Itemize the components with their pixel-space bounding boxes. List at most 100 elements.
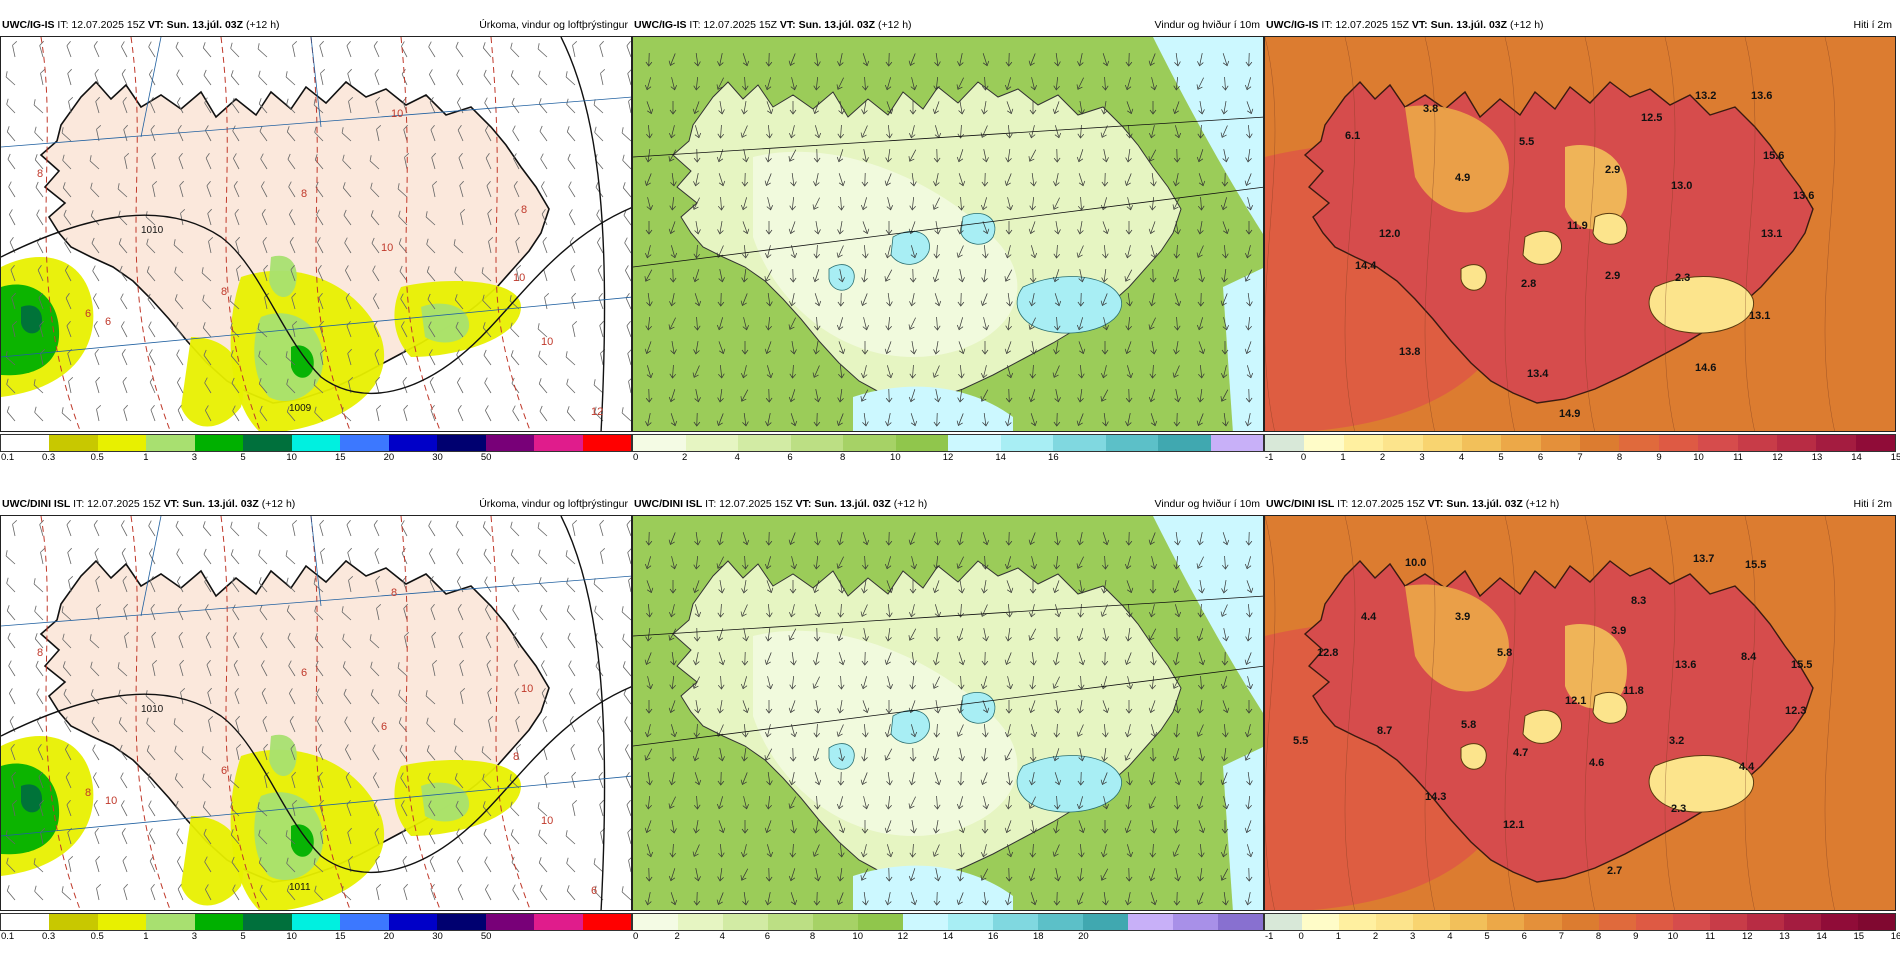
colorbar-tick-label: 0.1 — [1, 452, 14, 463]
temperature-label: 5.8 — [1461, 719, 1476, 731]
colorbar-tick-label: 5 — [1484, 931, 1489, 942]
panel-header-left: UWC/DINI ISL IT: 12.07.2025 15Z VT: Sun.… — [2, 495, 295, 513]
colorbar-tick-label: 6 — [1538, 452, 1543, 463]
colorbar-swatch — [486, 435, 534, 451]
panel-header-left: UWC/IG-IS IT: 12.07.2025 15Z VT: Sun. 13… — [2, 16, 280, 34]
glacier-wind-area — [961, 692, 995, 723]
valid-time: Sun. 13.júl. 03Z — [167, 19, 243, 31]
temperature-label: 8.4 — [1741, 651, 1757, 663]
isotherm-label: 8 — [521, 204, 527, 216]
colorbar-swatch — [1698, 435, 1737, 451]
colorbar-tick-label: 0 — [1299, 931, 1304, 942]
colorbar-swatch — [1211, 435, 1264, 451]
colorbar-tick-label: 11 — [1733, 452, 1743, 463]
colorbar-tick-label: 2 — [1373, 931, 1378, 942]
colorbar-swatch — [1747, 914, 1784, 930]
colorbar-swatch — [858, 914, 903, 930]
colorbar-swatch — [340, 914, 388, 930]
colorbar-swatch — [340, 435, 388, 451]
init-time: IT: 12.07.2025 15Z — [73, 498, 161, 510]
panel-header-left: UWC/DINI ISL IT: 12.07.2025 15Z VT: Sun.… — [1266, 495, 1559, 513]
lead-time: (+12 h) — [878, 19, 912, 31]
colorbar-swatch — [768, 914, 813, 930]
temperature-label: 6.1 — [1345, 130, 1360, 142]
temperature-label: 13.0 — [1671, 180, 1692, 192]
colorbar-swatch — [903, 914, 948, 930]
isotherm-label: 6 — [381, 721, 387, 733]
colorbar-tick-label: 14 — [995, 452, 1006, 463]
panel-precip-dini: UWC/DINI ISL IT: 12.07.2025 15Z VT: Sun.… — [0, 495, 632, 957]
colorbar-tick-label: 16 — [1891, 931, 1900, 942]
colorbar-swatch — [1038, 914, 1083, 930]
model-name: UWC/DINI ISL — [634, 498, 702, 510]
panel-title: Vindur og hviður í 10m — [1155, 495, 1260, 513]
colorbar-swatch — [1821, 914, 1858, 930]
colorbar-swatch — [1599, 914, 1636, 930]
colorbar-swatch — [243, 435, 291, 451]
colorbar-swatch — [292, 914, 340, 930]
colorbar-swatch — [1487, 914, 1524, 930]
temperature-label: 11.8 — [1623, 685, 1644, 697]
model-name: UWC/DINI ISL — [1266, 498, 1334, 510]
colorbar-swatch — [738, 435, 791, 451]
temperature-label: 2.3 — [1675, 272, 1690, 284]
temperature-label: 4.7 — [1513, 747, 1528, 759]
valid-time-label: VT: — [148, 19, 164, 31]
colorbar-swatch — [633, 914, 678, 930]
colorbar-swatch — [1, 914, 49, 930]
colorbar-tick-label: 50 — [481, 452, 492, 463]
colorbar-tick-label: 1 — [143, 931, 148, 942]
colorbar-swatch — [1001, 435, 1054, 451]
colorbar-swatch — [583, 914, 631, 930]
colorbar-tick-label: -1 — [1265, 931, 1273, 942]
colorbar-swatch — [1784, 914, 1821, 930]
colorbar-tick-label: 8 — [1617, 452, 1622, 463]
colorbar — [1264, 434, 1896, 452]
temperature-label: 13.7 — [1693, 553, 1714, 565]
isotherm-label: 6 — [105, 316, 111, 328]
temperature-label: 3.8 — [1423, 103, 1438, 115]
colorbar-tick-label: 5 — [240, 931, 245, 942]
panel-title: Hiti í 2m — [1853, 495, 1892, 513]
isotherm-label: 6 — [301, 667, 307, 679]
temperature-label: 2.9 — [1605, 164, 1620, 176]
colorbar-tick-label: 8 — [1596, 931, 1601, 942]
colorbar-tick-label: 20 — [384, 931, 395, 942]
colorbar-swatch — [583, 435, 631, 451]
colorbar-swatch — [723, 914, 768, 930]
glacier-cold-area — [1461, 744, 1486, 770]
temperature-label: 5.8 — [1497, 647, 1512, 659]
isotherm-label: 12 — [591, 406, 603, 418]
colorbar-tick-label: 6 — [765, 931, 770, 942]
colorbar-tick-label: 18 — [1033, 931, 1044, 942]
colorbar — [0, 913, 632, 931]
panel-title: Úrkoma, vindur og loftþrýstingur — [479, 495, 628, 513]
colorbar-swatch — [1302, 914, 1339, 930]
colorbar-swatch — [896, 435, 949, 451]
colorbar-swatch — [1383, 435, 1422, 451]
colorbar-swatch — [993, 914, 1038, 930]
colorbar-swatch — [534, 435, 582, 451]
colorbar-swatch — [1636, 914, 1673, 930]
colorbar-tick-label: 7 — [1559, 931, 1564, 942]
colorbar-tick-label: 3 — [1410, 931, 1415, 942]
colorbar-swatch — [1710, 914, 1747, 930]
valid-time-label: VT: — [1412, 19, 1428, 31]
glacier-cold-area — [1593, 692, 1627, 723]
colorbar-tick-label: 0.5 — [91, 452, 104, 463]
colorbar-tick-label: 30 — [432, 452, 443, 463]
temperature-label: 12.8 — [1317, 647, 1338, 659]
colorbar-swatch — [1856, 435, 1895, 451]
colorbar — [0, 434, 632, 452]
colorbar-swatch — [1376, 914, 1413, 930]
temperature-label: 2.7 — [1607, 865, 1622, 877]
isotherm-label: 10 — [381, 242, 393, 254]
panel-header-left: UWC/IG-IS IT: 12.07.2025 15Z VT: Sun. 13… — [1266, 16, 1544, 34]
colorbar-swatch — [633, 435, 686, 451]
init-time: IT: 12.07.2025 15Z — [705, 498, 793, 510]
